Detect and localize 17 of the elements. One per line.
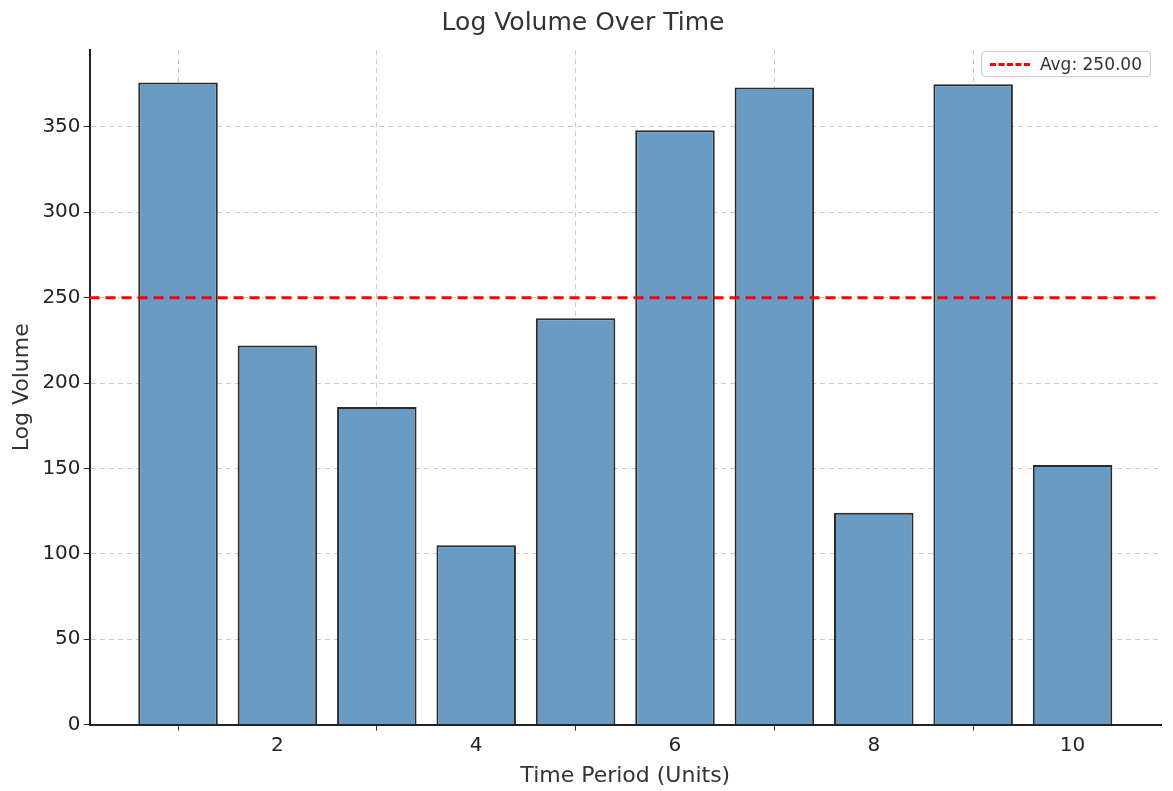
chart-title: Log Volume Over Time (441, 6, 725, 36)
x-tick-label: 4 (469, 731, 483, 756)
y-tick-label: 50 (55, 625, 81, 650)
y-tick-label: 150 (42, 454, 81, 479)
y-tick-label: 0 (67, 710, 81, 735)
y-tick-label: 200 (42, 369, 81, 394)
x-tick-label: 10 (1059, 731, 1086, 756)
y-tick-label: 250 (42, 283, 81, 308)
y-tick-label: 100 (42, 540, 81, 565)
x-tick-label: 6 (668, 731, 682, 756)
y-tick-label: 350 (42, 113, 81, 138)
y-axis-title: Log Volume (7, 323, 33, 452)
x-tick-label: 8 (867, 731, 881, 756)
x-axis-title: Time Period (Units) (519, 761, 731, 787)
legend-label: Avg: 250.00 (1039, 54, 1142, 74)
x-tick-label: 2 (271, 731, 284, 756)
y-tick-label: 300 (42, 198, 81, 223)
